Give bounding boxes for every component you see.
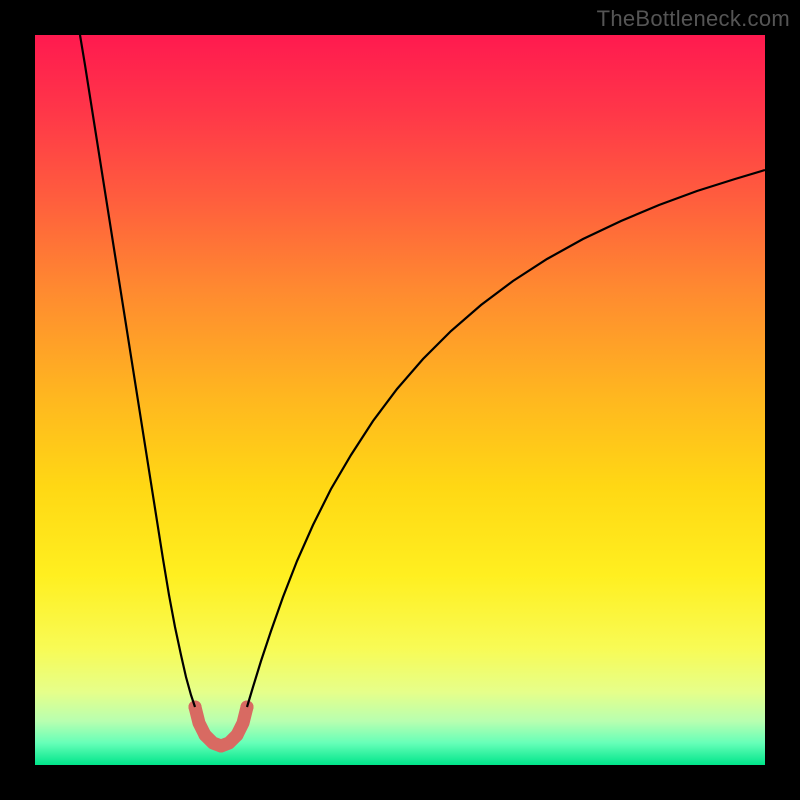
curve-right <box>247 170 765 707</box>
plot-area <box>35 35 765 765</box>
chart-frame: TheBottleneck.com <box>0 0 800 800</box>
valley-marker <box>231 729 244 742</box>
curve-left <box>80 35 195 707</box>
valley-marker <box>215 740 228 753</box>
watermark-text: TheBottleneck.com <box>597 6 790 32</box>
chart-svg <box>35 35 765 765</box>
valley-marker <box>199 729 212 742</box>
